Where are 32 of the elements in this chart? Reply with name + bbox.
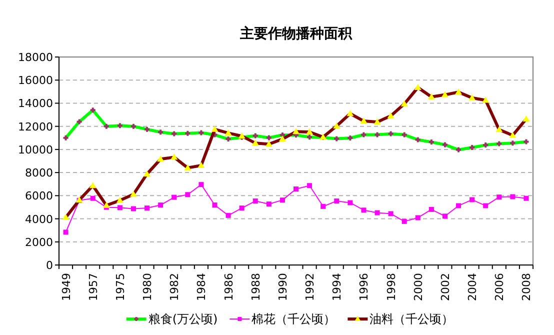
y-tick-label: 18000	[18, 51, 53, 64]
y-tick-label: 14000	[18, 97, 53, 110]
y-tick-label: 6000	[25, 190, 53, 203]
x-tick-label: 1949	[60, 273, 73, 301]
y-tick-label: 8000	[25, 166, 53, 180]
x-tick-label: 2000	[412, 273, 425, 301]
x-tick-label: 2008	[520, 273, 534, 301]
chart-title: 主要作物播种面积	[239, 25, 353, 42]
x-tick-label: 1992	[304, 273, 317, 301]
x-tick-label: 1986	[222, 273, 236, 301]
y-tick-label: 0	[46, 259, 53, 272]
x-tick-label: 2002	[438, 273, 452, 301]
y-tick-label: 12000	[18, 120, 53, 134]
y-tick-label: 16000	[18, 74, 53, 88]
legend-label: 棉花（千公顷）	[252, 312, 336, 326]
x-tick-label: 1996	[358, 273, 371, 301]
x-tick-label: 1982	[168, 273, 182, 301]
x-tick-label: 1998	[384, 273, 398, 301]
x-tick-label: 1957	[86, 273, 100, 301]
x-tick-label: 1980	[141, 273, 154, 301]
y-tick-label: 2000	[25, 236, 53, 249]
legend-label: 粮食(万公顷)	[148, 312, 218, 326]
x-tick-label: 1994	[330, 273, 344, 301]
x-tick-label: 1984	[195, 273, 208, 301]
x-tick-label: 2006	[493, 273, 506, 301]
legend-label: 油料（千公顷）	[370, 312, 454, 326]
x-tick-label: 2004	[466, 273, 480, 301]
y-tick-label: 4000	[25, 212, 53, 226]
y-tick-label: 10000	[18, 143, 53, 156]
x-tick-label: 1990	[276, 273, 290, 301]
x-tick-label: 1988	[249, 273, 262, 301]
x-tick-label: 1975	[114, 273, 127, 301]
